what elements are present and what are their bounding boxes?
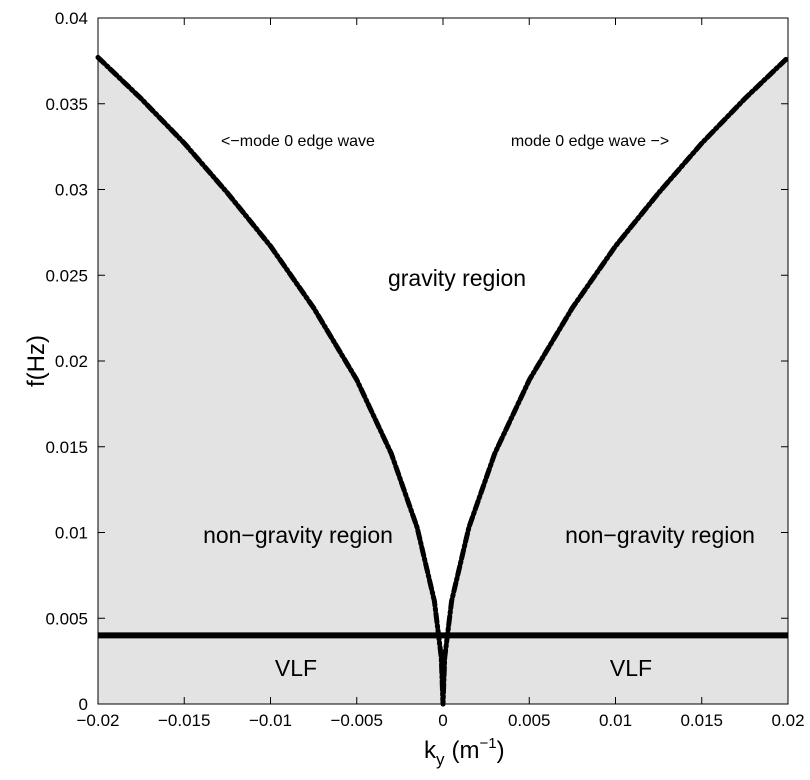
annotation-vlf-left: VLF: [275, 655, 317, 681]
annotation-mode-left: <−mode 0 edge wave: [221, 133, 375, 150]
x-axis-title-main: k: [424, 737, 437, 764]
x-tick-label: −0.02: [76, 711, 119, 730]
x-tick-label: 0.005: [508, 711, 551, 730]
annotations: <−mode 0 edge wave mode 0 edge wave −> g…: [203, 133, 755, 681]
y-tick-label: 0.02: [55, 352, 88, 371]
x-axis-title-unit: (m: [452, 737, 480, 764]
y-axis-title: f(Hz): [23, 335, 50, 387]
y-tick-label: 0.03: [55, 181, 88, 200]
x-tick-label: 0: [438, 711, 447, 730]
x-axis-title: ky (m−1): [424, 735, 505, 769]
y-tick-label: 0.015: [45, 438, 88, 457]
annotation-vlf-right: VLF: [610, 655, 652, 681]
annotation-gravity-region: gravity region: [388, 265, 526, 291]
x-axis-title-subscript: y: [436, 750, 445, 769]
y-tick-label: 0.01: [55, 524, 88, 543]
annotation-non-gravity-left: non−gravity region: [203, 522, 393, 548]
ticks-layer: −0.02 −0.015 −0.01 −0.005 0 0.005 0.01 0.015 0.0…: [45, 9, 804, 730]
y-tick-label: 0.025: [45, 266, 88, 285]
x-tick-label: 0.01: [599, 711, 632, 730]
x-tick-label: −0.005: [331, 711, 383, 730]
x-axis-title-superscript: −1: [479, 735, 496, 752]
annotation-mode-right: mode 0 edge wave −>: [511, 133, 669, 150]
x-axis-title-unit-close: ): [497, 737, 505, 764]
x-tick-label: −0.015: [158, 711, 210, 730]
y-tick-label: 0.04: [55, 9, 88, 28]
x-tick-label: 0.015: [680, 711, 723, 730]
y-tick-label: 0.035: [45, 95, 88, 114]
x-tick-label: 0.02: [771, 711, 804, 730]
y-tick-label: 0: [79, 695, 88, 714]
non-gravity-shaded-region: [98, 57, 788, 704]
plot-area: [95, 17, 791, 707]
x-tick-label: −0.01: [249, 711, 292, 730]
y-tick-label: 0.005: [45, 609, 88, 628]
annotation-non-gravity-right: non−gravity region: [565, 522, 755, 548]
